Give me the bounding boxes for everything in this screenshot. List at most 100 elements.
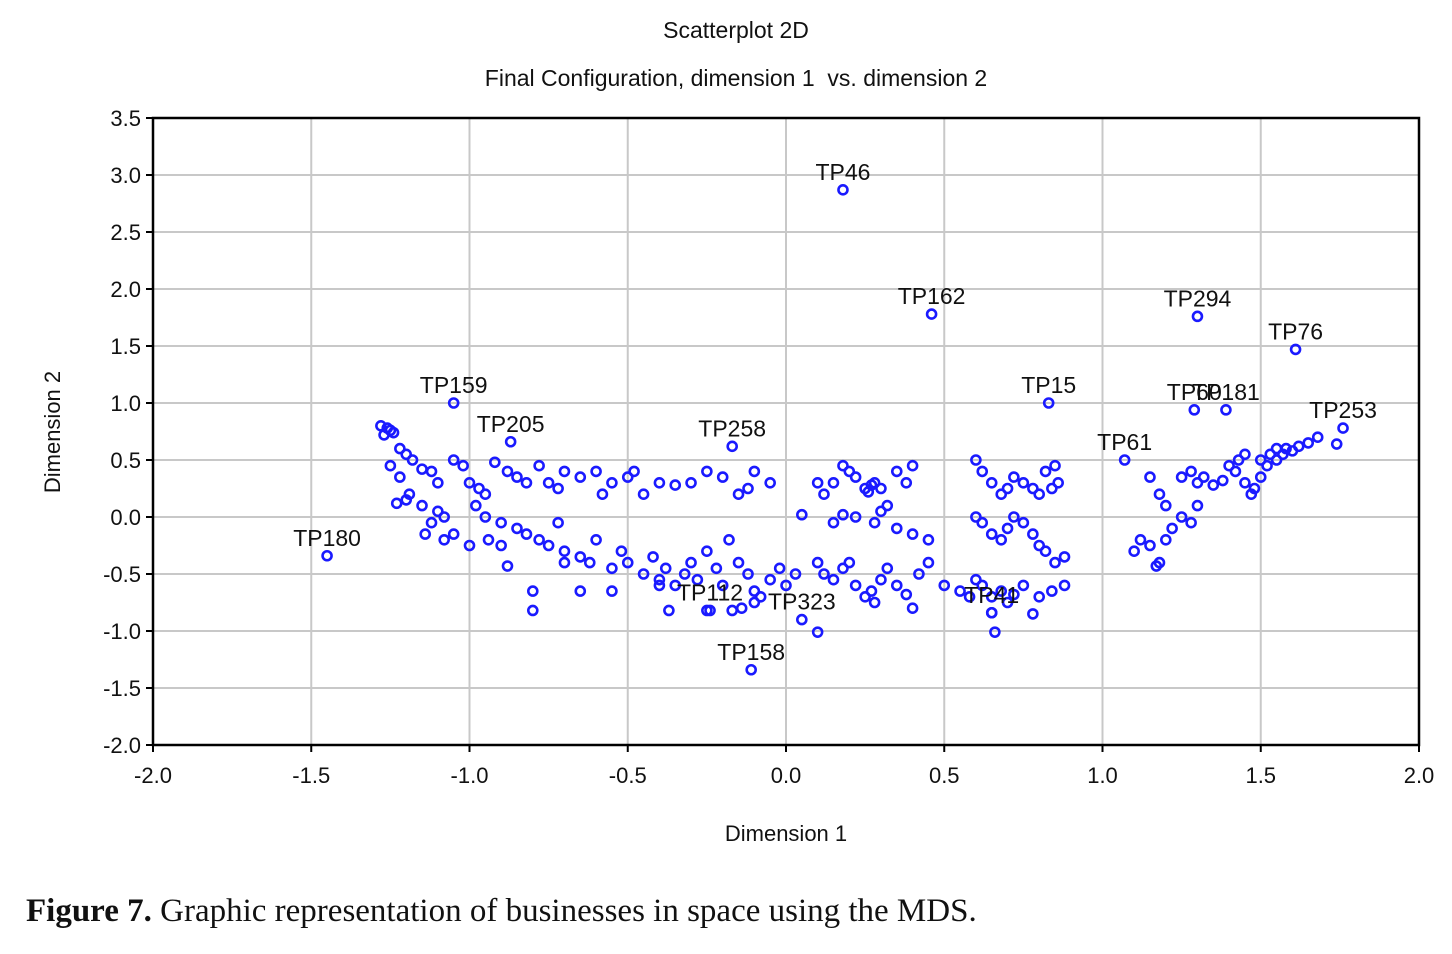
- data-point: [552, 482, 564, 495]
- data-point: [985, 528, 998, 540]
- data-point: [501, 465, 514, 478]
- data-point: [881, 499, 894, 512]
- data-point: [1166, 522, 1178, 535]
- point-label: TP61: [1097, 429, 1152, 455]
- data-point: [1216, 474, 1229, 487]
- caption-text: Graphic representation of businesses in …: [151, 893, 977, 929]
- data-point: [637, 488, 650, 501]
- data-point: [868, 516, 881, 529]
- data-point: [796, 508, 808, 521]
- data-point: [457, 459, 469, 472]
- data-point: [1270, 442, 1283, 455]
- data-point: [669, 579, 682, 592]
- data-point: [479, 511, 492, 523]
- labeled-data-point: [1042, 397, 1055, 409]
- data-point: [1033, 488, 1045, 501]
- data-point: [976, 579, 989, 592]
- y-axis-label: Dimension 2: [40, 371, 65, 493]
- scatter-chart: Scatterplot 2D Final Configuration, dime…: [40, 17, 1434, 846]
- point-label: TP162: [898, 283, 966, 309]
- data-point: [520, 476, 533, 489]
- labeled-data-point: [1188, 404, 1201, 416]
- point-label: TP158: [717, 639, 785, 665]
- data-point: [606, 476, 618, 489]
- data-point: [526, 585, 539, 597]
- point-label: TP253: [1309, 397, 1377, 423]
- point-label: TP294: [1164, 285, 1232, 311]
- x-tick-label: 1.0: [1087, 763, 1118, 788]
- data-point: [1027, 528, 1039, 540]
- data-point: [970, 454, 982, 466]
- data-point: [1302, 437, 1315, 449]
- data-point: [495, 539, 507, 552]
- data-point: [384, 459, 397, 472]
- data-point: [976, 516, 989, 529]
- data-point: [394, 471, 406, 483]
- data-point: [906, 459, 919, 472]
- data-point: [868, 476, 881, 489]
- data-point: [558, 545, 571, 558]
- data-point: [995, 533, 1008, 546]
- labeled-data-point: [726, 440, 738, 453]
- data-point: [818, 568, 830, 580]
- data-point: [1311, 431, 1324, 444]
- data-point: [701, 465, 713, 478]
- data-point: [1008, 471, 1020, 483]
- data-point: [1039, 545, 1052, 558]
- data-point: [849, 471, 862, 483]
- data-point: [881, 562, 894, 575]
- data-point: [606, 585, 618, 597]
- data-point: [1197, 471, 1210, 483]
- y-tick-label: 0.0: [110, 505, 141, 530]
- data-point: [495, 516, 507, 529]
- data-point: [938, 579, 951, 592]
- point-label: TP41: [964, 582, 1019, 608]
- point-label: TP180: [293, 525, 361, 551]
- data-point: [843, 465, 856, 478]
- data-point: [837, 562, 849, 575]
- labeled-data-point: [504, 435, 517, 448]
- y-axis-ticks: 3.5 3.0 2.5 2.0 1.5 1.0 0.5 0.0 -0.5 -1.0 -1.5 -2.0: [103, 106, 153, 758]
- data-point: [1128, 545, 1140, 558]
- data-point: [726, 604, 738, 617]
- y-tick-label: -1.0: [103, 619, 141, 644]
- data-point: [843, 556, 856, 569]
- data-point: [473, 482, 485, 495]
- data-point: [970, 511, 982, 523]
- data-point: [447, 454, 460, 466]
- point-label: TP46: [815, 159, 870, 185]
- data-point: [976, 465, 989, 478]
- data-point: [1150, 560, 1163, 572]
- data-point: [954, 585, 966, 597]
- data-point: [1248, 482, 1261, 495]
- data-point: [558, 465, 571, 478]
- data-point: [653, 579, 666, 592]
- point-label: TP181: [1192, 379, 1260, 405]
- grid-lines: [153, 118, 1419, 745]
- y-tick-label: -0.5: [103, 562, 141, 587]
- data-points: [321, 184, 1349, 676]
- data-point: [995, 488, 1008, 501]
- data-point: [748, 465, 761, 478]
- data-point: [637, 568, 650, 580]
- data-point: [922, 556, 935, 569]
- y-tick-label: -2.0: [103, 733, 141, 758]
- data-point: [432, 505, 444, 518]
- labeled-data-point: [745, 663, 757, 676]
- point-label: TP112: [677, 579, 743, 605]
- data-point: [1017, 579, 1030, 592]
- point-label: TP205: [477, 411, 545, 437]
- data-point: [723, 533, 735, 546]
- data-point: [463, 476, 476, 489]
- data-point: [1160, 499, 1172, 512]
- data-point: [400, 494, 413, 506]
- data-point: [406, 454, 419, 466]
- x-tick-label: 0.5: [929, 763, 960, 788]
- y-tick-label: 0.5: [110, 448, 141, 473]
- data-point: [827, 573, 840, 586]
- data-point: [432, 476, 444, 489]
- data-point: [425, 465, 438, 478]
- y-tick-label: -1.5: [103, 676, 141, 701]
- data-point: [574, 471, 587, 483]
